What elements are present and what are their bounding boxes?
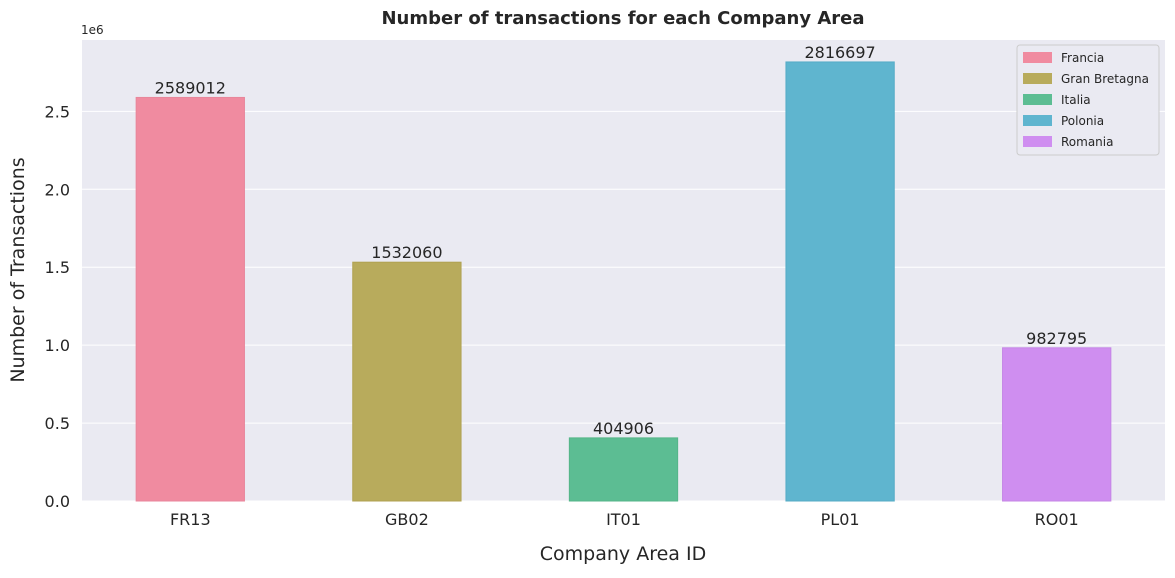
- x-tick-label: GB02: [385, 510, 429, 529]
- x-tick-label: FR13: [170, 510, 211, 529]
- bar-it01: [568, 437, 679, 502]
- legend-label: Romania: [1061, 135, 1113, 149]
- y-axis-label: Number of Transactions: [7, 157, 29, 382]
- bar-value-label: 404906: [593, 419, 654, 438]
- y-tick-label: 1.5: [45, 258, 70, 277]
- y-tick-label: 2.5: [45, 102, 70, 121]
- legend-box: [1016, 44, 1160, 156]
- legend-swatch: [1023, 136, 1052, 147]
- legend-swatch: [1023, 94, 1052, 105]
- bars: [135, 61, 1112, 502]
- legend-label: Francia: [1061, 51, 1104, 65]
- y-tick-label: 1.0: [45, 336, 70, 355]
- chart-title: Number of transactions for each Company …: [381, 8, 864, 29]
- x-tick-label: PL01: [821, 510, 860, 529]
- plot-area: [82, 40, 1165, 501]
- y-axis-ticks: 0.0 0.5 1.0 1.5 2.0 2.5: [45, 102, 70, 511]
- legend-swatch: [1023, 115, 1052, 126]
- legend-label: Gran Bretagna: [1061, 72, 1149, 86]
- gridlines: [82, 110, 1165, 502]
- legend-label: Italia: [1061, 93, 1091, 107]
- x-tick-label: IT01: [606, 510, 641, 529]
- bar-gb02: [352, 261, 462, 502]
- bar-value-label: 1532060: [371, 243, 442, 262]
- y-tick-label: 2.0: [45, 180, 70, 199]
- legend-swatch: [1023, 73, 1052, 84]
- legend: Francia Gran Bretagna Italia Polonia Romania: [1016, 44, 1160, 156]
- bar-value-label: 2816697: [804, 43, 875, 62]
- bar-ro01: [1002, 347, 1112, 502]
- y-tick-label: 0.0: [45, 492, 70, 511]
- bar-pl01: [785, 61, 895, 502]
- bar-value-label: 982795: [1026, 329, 1087, 348]
- bar-fr13: [135, 96, 245, 502]
- legend-label: Polonia: [1061, 114, 1104, 128]
- x-axis-ticks: FR13 GB02 IT01 PL01 RO01: [170, 510, 1079, 529]
- x-axis-label: Company Area ID: [540, 543, 706, 565]
- y-tick-label: 0.5: [45, 414, 70, 433]
- x-tick-label: RO01: [1035, 510, 1079, 529]
- y-axis-offset-label: 1e6: [81, 23, 104, 37]
- value-labels: 2589012 1532060 404906 2816697 982795: [155, 43, 1088, 438]
- bar-value-label: 2589012: [155, 78, 226, 97]
- legend-swatch: [1023, 52, 1052, 63]
